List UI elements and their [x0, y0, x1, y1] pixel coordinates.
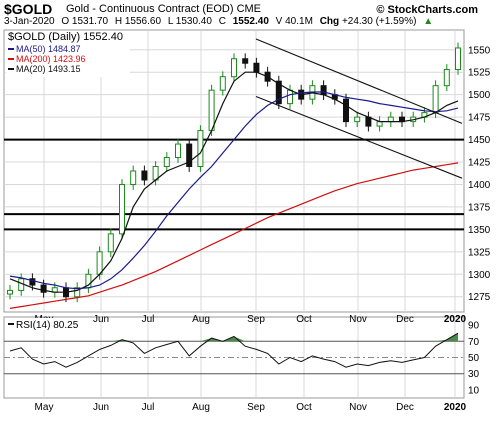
price-y-tick-label: 1450: [468, 135, 491, 146]
candle-body: [275, 80, 282, 105]
ohlc-change-label: Chg: [319, 16, 340, 27]
candle-body: [119, 183, 125, 235]
ma20-line: [9, 71, 459, 293]
candle-body: [74, 287, 81, 298]
provider-credit: © StockCharts.com: [376, 4, 478, 16]
rsi-y-tick-label: 50: [468, 353, 480, 364]
candle-body: [130, 170, 137, 185]
candle-body: [443, 69, 450, 87]
legend-label: MA(50) 1484.87: [16, 44, 81, 54]
chart-subtitle: Gold - Continuous Contract (EOD) CME: [66, 3, 262, 15]
ohlc-close-label: C: [218, 16, 226, 27]
candle-body: [29, 278, 36, 286]
rsi-overbought-fill: [234, 336, 246, 342]
price-x-tick-label: Dec: [396, 314, 414, 325]
price-y-tick-label: 1475: [468, 113, 491, 124]
rsi-x-tick-label: Nov: [349, 402, 367, 413]
candle-body: [175, 143, 181, 159]
candle-body: [320, 85, 327, 96]
rsi-line: [9, 332, 459, 368]
price-x-tick-label: Nov: [349, 314, 367, 325]
candle-body: [354, 116, 361, 123]
rsi-x-tick-label: Dec: [396, 402, 414, 413]
candle-body: [253, 62, 260, 73]
candle-body: [455, 47, 461, 71]
legend-label: MA(20) 1493.15: [16, 64, 81, 74]
candle-body: [343, 98, 349, 123]
ohlc-bar: 3-Jan-2020 O 1531.70 H 1556.60 L 1530.40…: [4, 17, 441, 27]
ohlc-high: H 1556.60: [114, 16, 162, 27]
channel-upper-trendline: [255, 38, 463, 124]
change-up-arrow-icon: ▲: [423, 16, 434, 27]
candle-body: [186, 143, 193, 168]
candle-body: [208, 89, 215, 132]
candle-body: [376, 121, 383, 127]
price-y-tick-label: 1325: [468, 247, 491, 258]
rsi-y-tick-label: 30: [468, 369, 480, 380]
candle-body: [96, 251, 103, 275]
candle-body: [219, 76, 226, 91]
candle-body: [7, 289, 13, 295]
ohlc-change: +24.30 (+1.59%): [341, 16, 417, 27]
price-x-tick-label: Sep: [247, 314, 265, 325]
channel-lower-trendline: [255, 95, 463, 179]
candle-body: [365, 116, 372, 127]
price-y-tick-label: 1375: [468, 202, 491, 213]
candle-body: [287, 89, 293, 105]
price-x-tick-label: Jun: [93, 314, 109, 325]
price-y-tick-label: 1525: [468, 68, 491, 79]
price-panel-title: $GOLD (Daily) 1552.40: [8, 31, 123, 43]
rsi-y-tick-label: 70: [468, 337, 480, 348]
rsi-x-tick-label: May: [35, 402, 54, 413]
rsi-y-tick-label: 10: [468, 385, 480, 396]
price-y-tick-label: 1275: [468, 292, 491, 303]
candle-body: [242, 58, 249, 64]
price-x-tick-label: Oct: [296, 314, 312, 325]
ohlc-volume: V 40.1M: [275, 16, 313, 27]
legend-background: [6, 31, 130, 77]
rsi-x-tick-label: Sep: [247, 402, 265, 413]
price-y-tick-label: 1300: [468, 270, 491, 281]
ohlc-open: O 1531.70: [61, 16, 109, 27]
price-x-tick-label: Aug: [192, 314, 210, 325]
price-y-tick-label: 1400: [468, 180, 491, 191]
rsi-y-tick-label: 90: [468, 321, 480, 332]
rsi-x-tick-label: 2020: [444, 402, 467, 413]
rsi-x-tick-label: Aug: [192, 402, 210, 413]
rsi-panel-title: RSI(14) 80.25: [16, 320, 79, 331]
legend-label: MA(200) 1423.96: [16, 54, 86, 64]
price-y-tick-label: 1500: [468, 90, 491, 101]
price-x-tick-label: Jul: [142, 314, 155, 325]
ma50-line: [9, 91, 459, 290]
candle-body: [163, 157, 170, 168]
rsi-x-tick-label: Jul: [142, 402, 155, 413]
rsi-x-tick-label: Oct: [296, 402, 312, 413]
candle-body: [432, 85, 439, 114]
candle-body: [40, 284, 47, 293]
ma200-line: [9, 162, 459, 309]
rsi-title-background: [6, 318, 80, 330]
price-y-tick-label: 1550: [468, 45, 491, 56]
price-y-tick-label: 1425: [468, 158, 491, 169]
candle-body: [141, 170, 148, 181]
rsi-x-tick-label: Jun: [93, 402, 109, 413]
price-y-tick-label: 1350: [468, 225, 491, 236]
ohlc-close: 1552.40: [232, 16, 269, 27]
candle-body: [107, 233, 114, 253]
price-x-tick-label: 2020: [444, 314, 467, 325]
ohlc-date: 3-Jan-2020: [4, 16, 55, 27]
ticker-symbol: $GOLD: [4, 1, 53, 17]
candle-body: [231, 58, 237, 78]
candle-body: [387, 116, 394, 123]
ohlc-low: L 1530.40: [167, 16, 212, 27]
